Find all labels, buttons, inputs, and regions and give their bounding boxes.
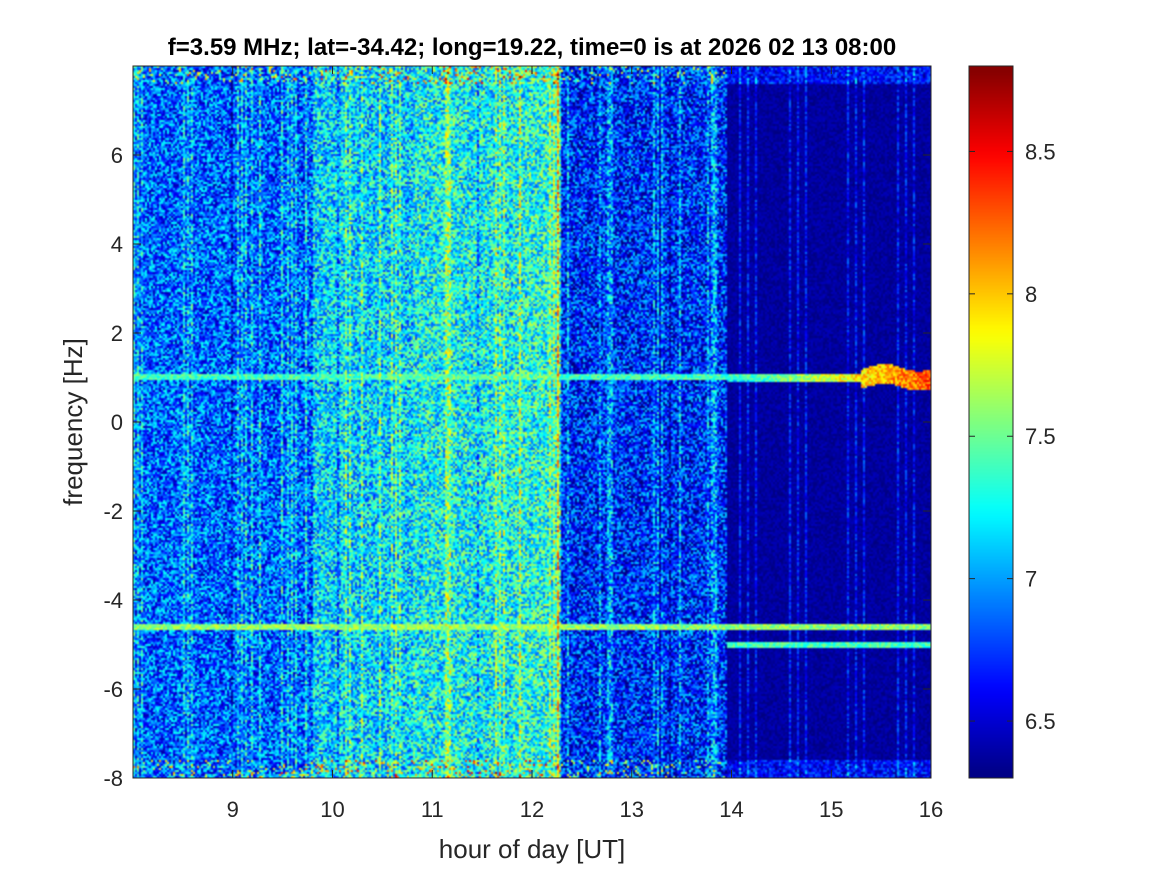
x-tick-label: 16 bbox=[919, 797, 943, 822]
colorbar-tick-label: 8.5 bbox=[1025, 139, 1056, 164]
y-tick-label: 0 bbox=[111, 410, 123, 435]
colorbar-tick-label: 6.5 bbox=[1025, 709, 1056, 734]
x-axis-label: hour of day [UT] bbox=[439, 834, 625, 864]
x-tick-label: 15 bbox=[819, 797, 843, 822]
chart-title: f=3.59 MHz; lat=-34.42; long=19.22, time… bbox=[168, 34, 896, 61]
y-axis-label: frequency [Hz] bbox=[58, 338, 88, 506]
colorbar: 6.5 7 7.5 8 8.5 bbox=[968, 65, 1056, 779]
x-axis: 9 10 11 12 13 14 15 16 bbox=[227, 66, 943, 822]
x-tick-label: 13 bbox=[620, 797, 644, 822]
colorbar-tick-label: 8 bbox=[1025, 282, 1037, 307]
x-tick-label: 10 bbox=[320, 797, 344, 822]
spectrogram-plot-area bbox=[132, 65, 932, 779]
colorbar-tick-label: 7 bbox=[1025, 567, 1037, 592]
y-tick-label: -4 bbox=[103, 588, 123, 613]
x-tick-label: 14 bbox=[719, 797, 743, 822]
y-tick-label: -2 bbox=[103, 499, 123, 524]
y-tick-label: 4 bbox=[111, 232, 123, 257]
spectrogram-heatmap bbox=[133, 66, 931, 778]
y-tick-label: 6 bbox=[111, 143, 123, 168]
colorbar-tick-label: 7.5 bbox=[1025, 424, 1056, 449]
colorbar-gradient bbox=[969, 66, 1013, 778]
colorbar-ticks: 6.5 7 7.5 8 8.5 bbox=[969, 139, 1056, 734]
y-tick-label: -8 bbox=[103, 766, 123, 791]
x-tick-label: 11 bbox=[421, 797, 444, 822]
colorbar-frame bbox=[968, 65, 1014, 779]
x-tick-label: 9 bbox=[227, 797, 239, 822]
x-tick-label: 12 bbox=[520, 797, 544, 822]
y-axis: -8 -6 -4 -2 0 2 4 6 bbox=[103, 143, 931, 791]
y-tick-label: -6 bbox=[103, 677, 123, 702]
y-tick-label: 2 bbox=[111, 321, 123, 346]
